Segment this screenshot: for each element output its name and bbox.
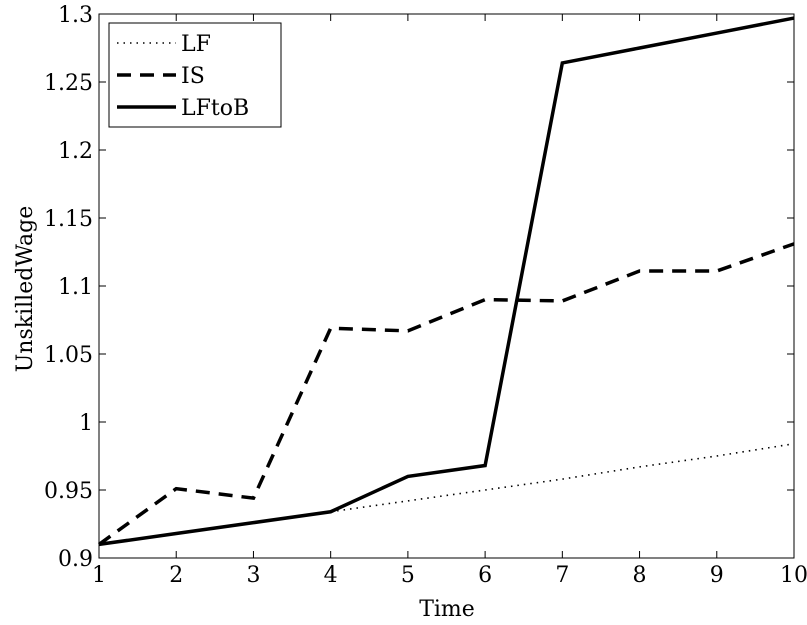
legend-label: IS <box>181 64 205 89</box>
y-tick-label: 1.05 <box>44 343 93 368</box>
tick-labels: 1 2 3 4 5 6 7 8 9 10 0.9 0.95 1 1.05 1.1 1.15 1.2 1.25 1.3 <box>44 3 807 588</box>
x-tick-label: 5 <box>401 563 415 588</box>
x-tick-label: 8 <box>633 563 647 588</box>
x-tick-label: 7 <box>555 563 569 588</box>
x-tick-label: 9 <box>710 563 724 588</box>
y-tick-label: 1.25 <box>44 71 93 96</box>
y-tick-label: 1.1 <box>58 275 93 300</box>
x-tick-label: 1 <box>92 563 106 588</box>
y-axis-label: UnskilledWage <box>13 206 38 372</box>
legend-label: LF <box>181 32 211 57</box>
series-line-lf <box>98 442 795 546</box>
x-tick-label: 3 <box>246 563 260 588</box>
x-tick-label: 4 <box>324 563 338 588</box>
y-tick-label: 1.15 <box>44 207 93 232</box>
y-tick-label: 1.2 <box>58 139 93 164</box>
legend: LF IS LFtoB <box>108 22 282 128</box>
series-line-lftob <box>98 16 795 547</box>
x-tick-label: 10 <box>780 563 807 588</box>
y-tick-label: 0.95 <box>44 479 93 504</box>
series-lines <box>97 16 795 547</box>
x-tick-label: 6 <box>478 563 492 588</box>
x-tick-label: 2 <box>169 563 183 588</box>
axis-ticks <box>98 13 795 559</box>
y-tick-label: 1 <box>79 411 93 436</box>
x-axis-label: Time <box>419 597 475 622</box>
y-tick-label: 1.3 <box>58 3 93 28</box>
series-line-is <box>97 242 795 546</box>
legend-box <box>108 22 282 128</box>
y-tick-label: 0.9 <box>58 547 93 572</box>
legend-label: LFtoB <box>181 96 249 121</box>
